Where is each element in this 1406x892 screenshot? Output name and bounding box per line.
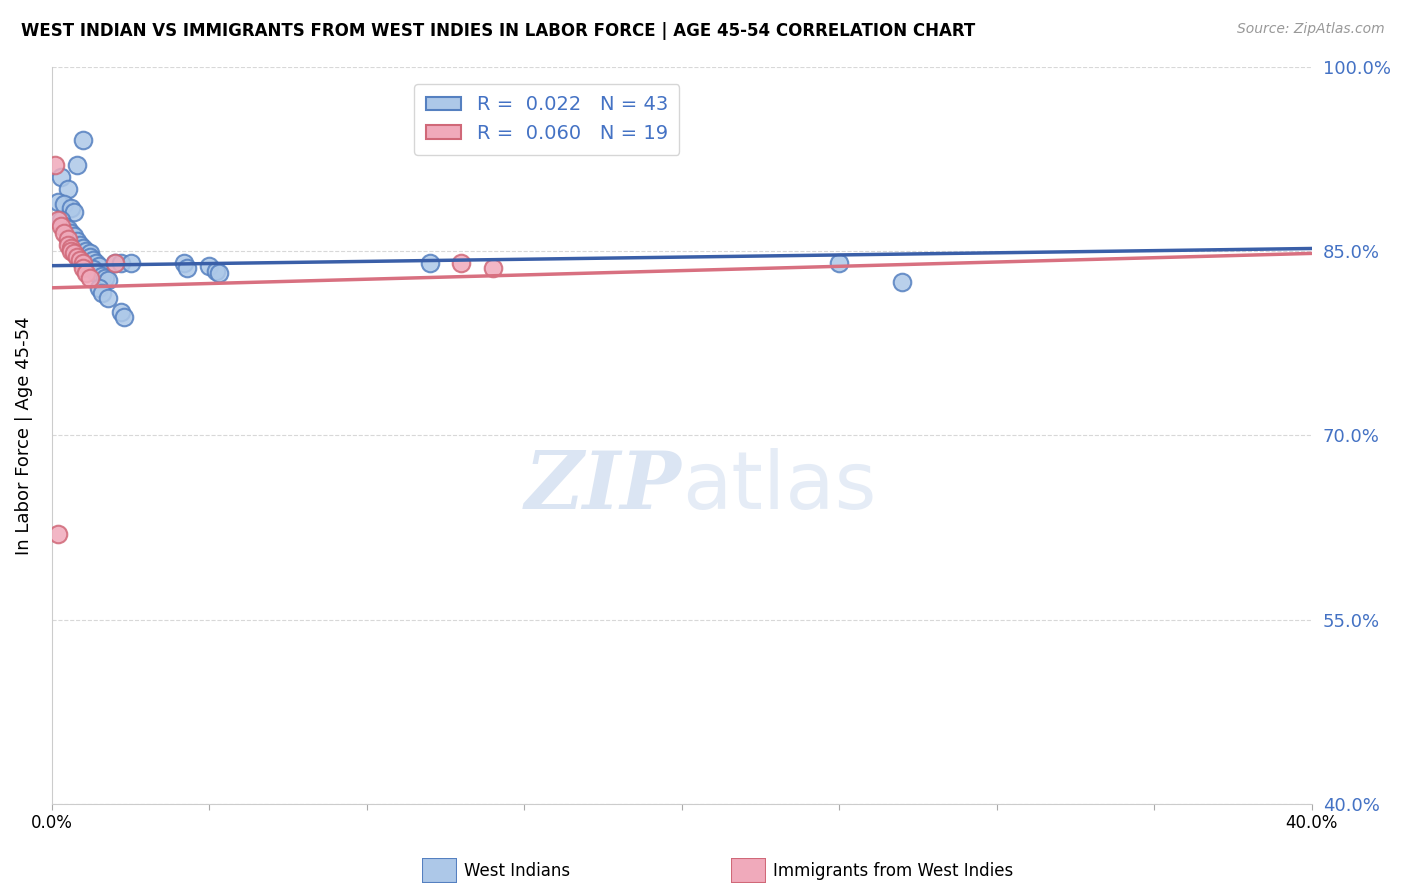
Text: atlas: atlas <box>682 448 876 526</box>
Point <box>66 158 89 172</box>
Point <box>72 256 94 270</box>
Point <box>112 310 135 325</box>
Point <box>97 291 120 305</box>
Text: WEST INDIAN VS IMMIGRANTS FROM WEST INDIES IN LABOR FORCE | AGE 45-54 CORRELATIO: WEST INDIAN VS IMMIGRANTS FROM WEST INDI… <box>21 22 976 40</box>
Point <box>53 226 76 240</box>
Text: ZIP: ZIP <box>524 448 682 525</box>
Point <box>56 232 79 246</box>
Point <box>59 244 82 258</box>
Point <box>208 266 231 280</box>
Point <box>198 259 221 273</box>
Point <box>56 222 79 236</box>
Point <box>173 256 195 270</box>
Point <box>72 261 94 276</box>
Point <box>84 256 107 270</box>
Point <box>104 256 127 270</box>
Point <box>828 256 851 270</box>
Text: West Indians: West Indians <box>464 862 569 880</box>
Point <box>53 219 76 234</box>
Point <box>110 305 132 319</box>
Point <box>53 197 76 211</box>
Point <box>91 268 114 283</box>
Point <box>176 261 198 276</box>
Point <box>66 234 89 248</box>
Point <box>110 256 132 270</box>
Point <box>104 256 127 270</box>
Point <box>62 229 84 244</box>
Point <box>69 252 91 267</box>
Point <box>46 213 69 227</box>
Point <box>79 271 101 285</box>
Point <box>69 237 91 252</box>
Point <box>75 244 97 258</box>
Point <box>51 170 73 185</box>
Point <box>44 158 66 172</box>
Point <box>46 194 69 209</box>
Point <box>62 204 84 219</box>
Point <box>97 273 120 287</box>
Point <box>56 237 79 252</box>
Point <box>84 266 107 280</box>
Point <box>94 271 117 285</box>
Point <box>91 285 114 300</box>
Y-axis label: In Labor Force | Age 45-54: In Labor Force | Age 45-54 <box>15 316 32 555</box>
Point <box>120 256 142 270</box>
Text: Source: ZipAtlas.com: Source: ZipAtlas.com <box>1237 22 1385 37</box>
Point <box>51 219 73 234</box>
Point <box>72 242 94 256</box>
Point <box>87 281 110 295</box>
Point <box>56 182 79 196</box>
Point <box>79 246 101 260</box>
Point <box>204 263 226 277</box>
Point <box>891 275 914 289</box>
Point <box>72 133 94 147</box>
Point <box>481 261 503 276</box>
Text: Immigrants from West Indies: Immigrants from West Indies <box>773 862 1014 880</box>
Point <box>87 259 110 273</box>
Point <box>62 246 84 260</box>
Point <box>82 262 104 277</box>
Point <box>75 266 97 280</box>
Point <box>82 252 104 267</box>
Point <box>59 201 82 215</box>
Point <box>46 526 69 541</box>
Point <box>59 226 82 240</box>
Point <box>419 256 441 270</box>
Point <box>51 213 73 227</box>
Point <box>450 256 472 270</box>
Point <box>79 250 101 264</box>
Legend: R =  0.022   N = 43, R =  0.060   N = 19: R = 0.022 N = 43, R = 0.060 N = 19 <box>415 84 679 154</box>
Point <box>66 250 89 264</box>
Point <box>59 242 82 256</box>
